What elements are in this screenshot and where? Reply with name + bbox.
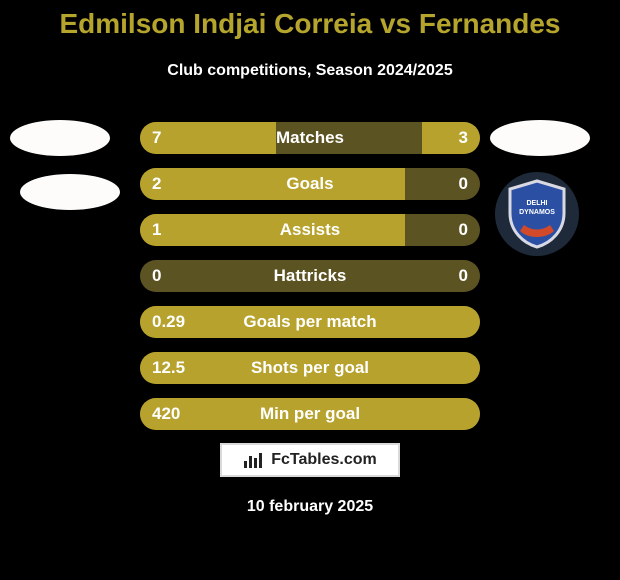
stat-bars: Matches73Goals20Assists10Hattricks00Goal… — [140, 122, 480, 444]
brand-text: FcTables.com — [271, 451, 377, 469]
stat-row: Goals per match0.29 — [140, 306, 480, 338]
brand-badge: FcTables.com — [220, 443, 400, 477]
player-badge-right-1 — [490, 120, 590, 156]
stat-value-right: 3 — [459, 122, 468, 154]
date-label: 10 february 2025 — [0, 498, 620, 516]
stat-value-right: 0 — [459, 260, 468, 292]
stat-value-left: 420 — [152, 398, 180, 430]
stat-row: Shots per goal12.5 — [140, 352, 480, 384]
stat-value-right: 0 — [459, 214, 468, 246]
stat-value-right: 0 — [459, 168, 468, 200]
stat-value-left: 0.29 — [152, 306, 185, 338]
stat-label: Min per goal — [140, 398, 480, 430]
comparison-card: Edmilson Indjai Correia vs Fernandes Clu… — [0, 0, 620, 580]
stat-value-left: 12.5 — [152, 352, 185, 384]
svg-text:DELHI: DELHI — [527, 200, 548, 207]
stat-row: Min per goal420 — [140, 398, 480, 430]
bar-chart-icon — [243, 451, 265, 469]
page-title: Edmilson Indjai Correia vs Fernandes — [0, 8, 620, 40]
player-badge-left-1 — [10, 120, 110, 156]
stat-row: Matches7 3 — [140, 122, 480, 154]
stat-label: Shots per goal — [140, 352, 480, 384]
stat-label: Goals per match — [140, 306, 480, 338]
svg-text:DYNAMOS: DYNAMOS — [519, 209, 555, 216]
shield-icon: DELHI DYNAMOS — [506, 179, 568, 249]
stat-value-left: 1 — [152, 214, 161, 246]
stat-row: Goals2 0 — [140, 168, 480, 200]
stat-value-left: 7 — [152, 122, 161, 154]
stat-row: Hattricks0 0 — [140, 260, 480, 292]
stat-value-left: 2 — [152, 168, 161, 200]
stat-row: Assists1 0 — [140, 214, 480, 246]
player-badge-left-2 — [20, 174, 120, 210]
club-badge-delhi-dynamos: DELHI DYNAMOS — [495, 172, 579, 256]
stat-label: Hattricks — [140, 260, 480, 292]
stat-label: Assists — [140, 214, 480, 246]
subtitle: Club competitions, Season 2024/2025 — [0, 62, 620, 80]
stat-value-left: 0 — [152, 260, 161, 292]
stat-label: Goals — [140, 168, 480, 200]
stat-label: Matches — [140, 122, 480, 154]
